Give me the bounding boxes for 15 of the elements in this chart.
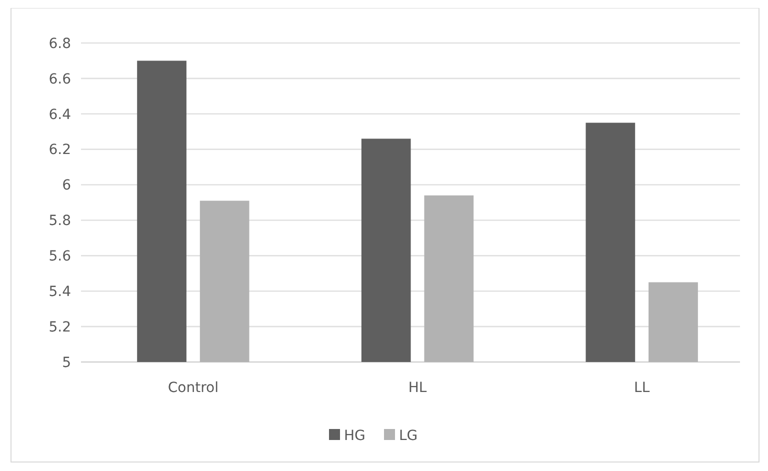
legend-label: HG	[344, 428, 366, 444]
y-tick-label: 6.8	[48, 36, 71, 52]
y-tick-label: 5.4	[48, 284, 72, 300]
y-tick-label: 5.2	[48, 319, 71, 336]
y-tick-label: 5	[62, 354, 71, 371]
x-tick-label: HL	[408, 380, 427, 396]
y-tick-label: 6.4	[48, 106, 72, 123]
y-tick-label: 5.8	[48, 213, 71, 230]
y-tick-label: 6.2	[48, 142, 71, 158]
x-tick-label: Control	[168, 380, 218, 396]
y-tick-label: 6.6	[48, 71, 72, 88]
x-tick-label: LL	[634, 380, 650, 396]
legend-label: LG	[399, 428, 418, 444]
y-tick-label: 5.6	[48, 248, 72, 265]
y-tick-label: 6	[62, 178, 72, 194]
